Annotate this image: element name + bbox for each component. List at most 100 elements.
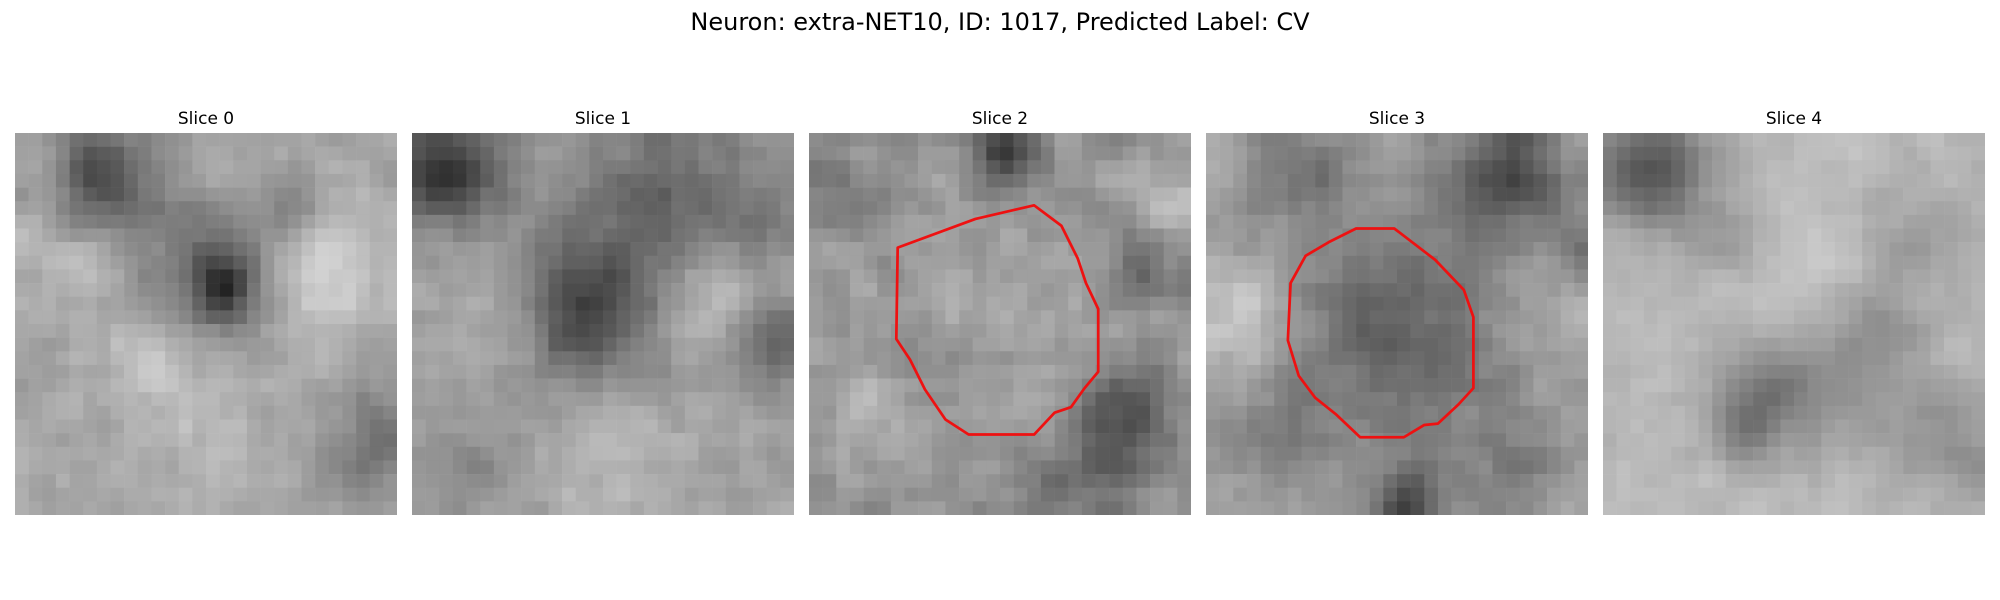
image-pixel xyxy=(562,324,576,338)
image-pixel xyxy=(1136,173,1151,188)
image-pixel xyxy=(1478,283,1493,297)
image-pixel xyxy=(274,187,289,202)
image-pixel xyxy=(1177,228,1191,243)
image-pixel xyxy=(836,419,851,434)
image-pixel xyxy=(959,187,973,202)
image-pixel xyxy=(1725,269,1740,284)
image-pixel xyxy=(178,310,193,325)
image-pixel xyxy=(671,187,686,202)
image-pixel xyxy=(1027,146,1042,161)
image-pixel xyxy=(1109,201,1124,216)
image-pixel xyxy=(836,337,851,352)
image-pixel xyxy=(466,446,481,461)
image-pixel xyxy=(1260,201,1275,216)
image-pixel xyxy=(507,228,522,243)
image-pixel xyxy=(383,337,397,352)
image-pixel xyxy=(1287,228,1302,243)
image-pixel xyxy=(425,433,440,448)
image-pixel xyxy=(1383,474,1398,488)
image-pixel xyxy=(1848,296,1863,311)
image-pixel xyxy=(219,324,234,338)
slice-image-0 xyxy=(15,133,397,515)
image-pixel xyxy=(69,146,84,161)
image-pixel xyxy=(890,160,905,175)
image-pixel xyxy=(548,501,563,515)
image-pixel xyxy=(959,173,973,188)
image-pixel xyxy=(124,419,139,434)
image-pixel xyxy=(904,487,919,502)
image-pixel xyxy=(1451,133,1466,147)
image-pixel xyxy=(1410,446,1425,461)
image-pixel xyxy=(1233,419,1248,434)
image-pixel xyxy=(1957,460,1972,475)
image-pixel xyxy=(1862,296,1877,311)
image-pixel xyxy=(383,283,397,297)
image-pixel xyxy=(1397,269,1411,284)
image-pixel xyxy=(1506,405,1521,420)
image-pixel xyxy=(192,446,207,461)
image-pixel xyxy=(1410,269,1425,284)
image-pixel xyxy=(671,310,686,325)
image-pixel xyxy=(1643,405,1658,420)
image-pixel xyxy=(1753,296,1767,311)
image-pixel xyxy=(1000,283,1014,297)
image-pixel xyxy=(1274,160,1289,175)
image-pixel xyxy=(28,255,43,270)
image-pixel xyxy=(1889,255,1904,270)
image-pixel xyxy=(219,405,234,420)
image-pixel xyxy=(1944,392,1958,407)
image-pixel xyxy=(863,283,878,297)
image-pixel xyxy=(780,160,794,175)
image-pixel xyxy=(1233,310,1248,325)
image-pixel xyxy=(836,324,851,338)
image-pixel xyxy=(1233,228,1248,243)
image-pixel xyxy=(1725,146,1740,161)
image-pixel xyxy=(1315,173,1330,188)
image-pixel xyxy=(1246,201,1261,216)
image-pixel xyxy=(274,351,289,366)
image-pixel xyxy=(931,474,946,488)
image-pixel xyxy=(1068,324,1083,338)
image-pixel xyxy=(1807,160,1822,175)
image-pixel xyxy=(1274,242,1289,257)
image-pixel xyxy=(1903,419,1918,434)
image-pixel xyxy=(1725,201,1740,216)
image-pixel xyxy=(698,351,713,366)
image-pixel xyxy=(877,446,892,461)
image-pixel xyxy=(1369,446,1384,461)
image-pixel xyxy=(1369,501,1384,515)
image-pixel xyxy=(1506,460,1521,475)
image-pixel xyxy=(780,296,794,311)
image-pixel xyxy=(657,378,672,393)
image-pixel xyxy=(616,310,631,325)
image-pixel xyxy=(1944,242,1958,257)
image-pixel xyxy=(945,364,960,379)
image-pixel xyxy=(1519,337,1534,352)
image-pixel xyxy=(425,160,440,175)
image-pixel xyxy=(986,310,1001,325)
image-pixel xyxy=(1040,173,1055,188)
image-pixel xyxy=(725,255,740,270)
image-pixel xyxy=(192,201,207,216)
image-pixel xyxy=(137,242,152,257)
image-pixel xyxy=(1150,187,1164,202)
image-pixel xyxy=(1916,283,1931,297)
image-pixel xyxy=(1807,173,1822,188)
image-pixel xyxy=(1780,405,1795,420)
image-pixel xyxy=(480,296,495,311)
image-pixel xyxy=(466,242,481,257)
image-pixel xyxy=(822,310,837,325)
image-pixel xyxy=(589,405,604,420)
image-pixel xyxy=(1766,146,1781,161)
image-pixel xyxy=(206,214,220,229)
image-pixel xyxy=(1671,474,1686,488)
image-pixel xyxy=(931,201,946,216)
image-pixel xyxy=(1834,392,1849,407)
image-pixel xyxy=(1753,283,1767,297)
image-pixel xyxy=(425,378,440,393)
image-pixel xyxy=(1465,419,1480,434)
image-pixel xyxy=(521,160,536,175)
image-pixel xyxy=(1301,214,1316,229)
image-pixel xyxy=(1274,337,1289,352)
image-pixel xyxy=(1834,419,1849,434)
